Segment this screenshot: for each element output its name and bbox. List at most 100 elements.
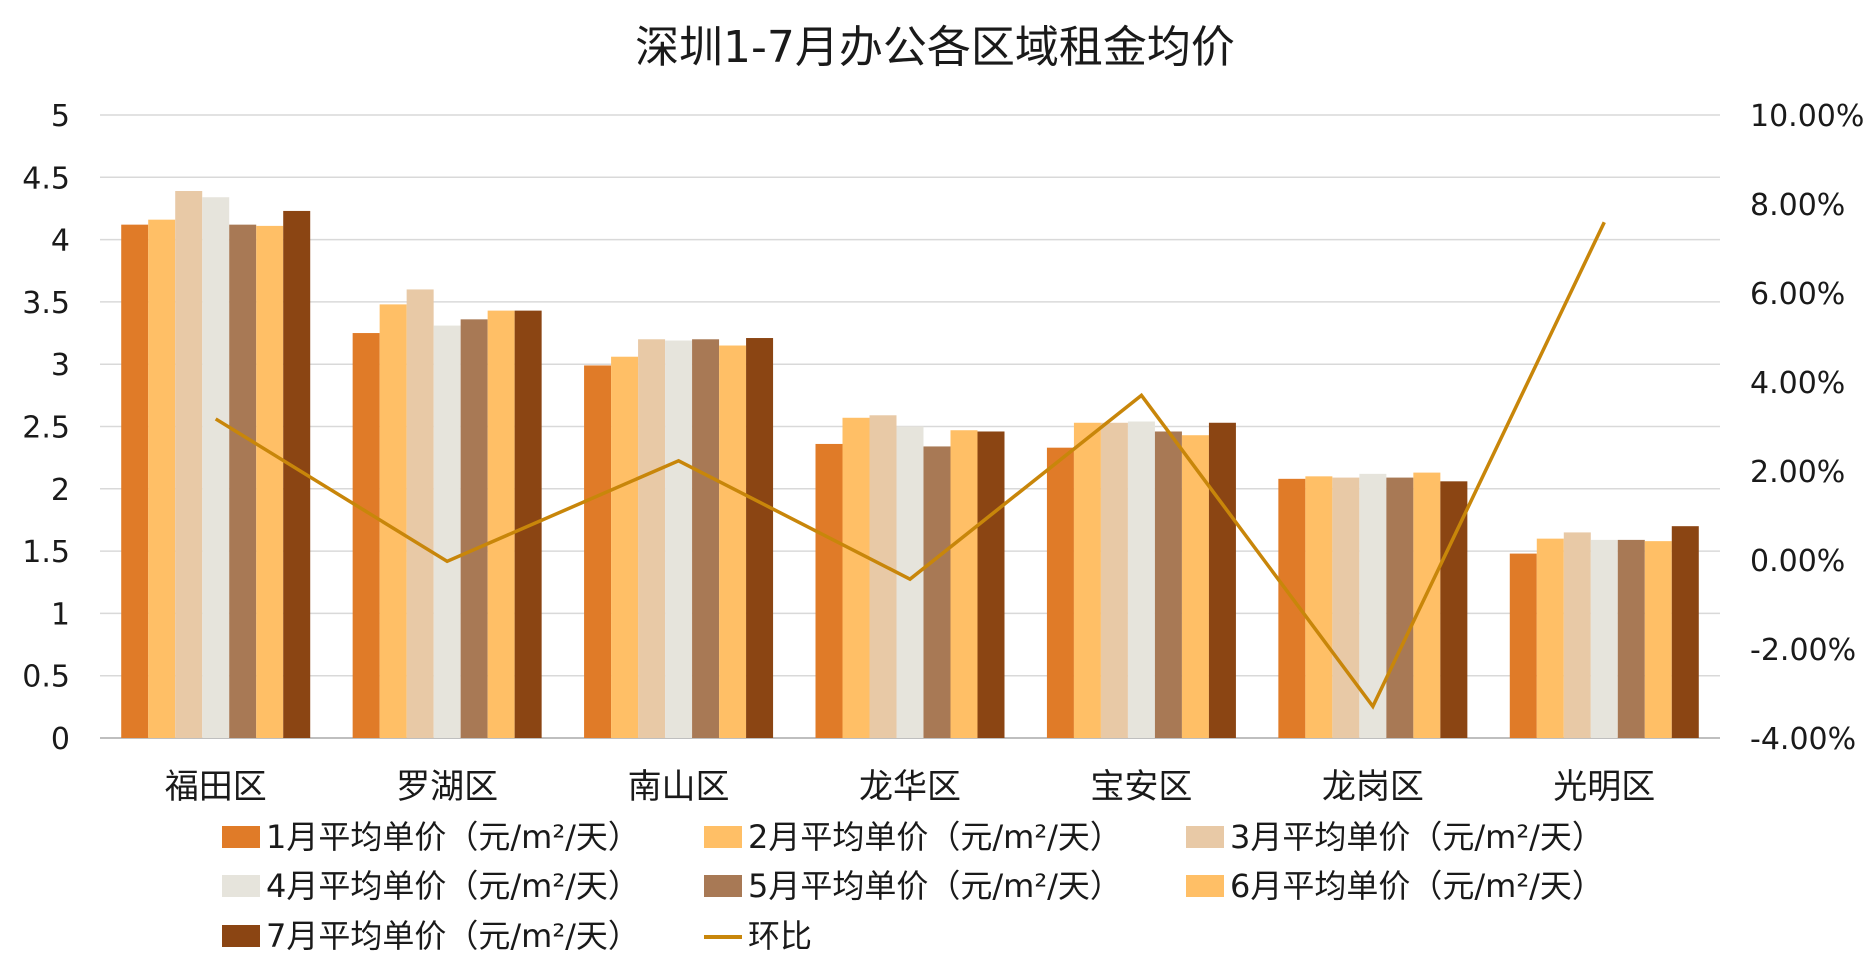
bar <box>611 356 639 738</box>
legend-label: 6月平均单价（元/m²/天） <box>1230 867 1604 905</box>
left-axis: 0 0.5 1 1.5 2 2.5 3 3.5 4 4.5 5 <box>22 99 70 757</box>
bar <box>460 319 488 738</box>
bar <box>977 431 1005 738</box>
bar <box>1305 476 1333 738</box>
legend-item: 环比 <box>704 917 812 955</box>
legend: 1月平均单价（元/m²/天） 2月平均单价（元/m²/天） 3月平均单价（元/m²/… <box>222 818 1604 955</box>
bar <box>1644 541 1672 738</box>
bar <box>1046 447 1074 738</box>
mom-line <box>214 221 1606 710</box>
left-tick-label: 5 <box>51 99 70 134</box>
legend-label: 5月平均单价（元/m²/天） <box>748 867 1122 905</box>
right-tick-label: -2.00% <box>1750 633 1856 668</box>
mom-line-path <box>214 221 1606 710</box>
left-tick-label: 0 <box>51 722 70 757</box>
bar <box>148 219 176 738</box>
left-tick-label: 1.5 <box>22 535 70 570</box>
legend-item: 5月平均单价（元/m²/天） <box>704 867 1122 905</box>
right-tick-label: 4.00% <box>1750 366 1845 401</box>
bar <box>1509 553 1537 738</box>
bar <box>896 426 924 738</box>
bar <box>815 443 843 738</box>
bar <box>1440 481 1468 738</box>
chart-title: 深圳1-7月办公各区域租金均价 <box>635 22 1235 73</box>
legend-label: 环比 <box>748 917 812 955</box>
bar <box>692 339 720 738</box>
legend-label: 7月平均单价（元/m²/天） <box>266 917 640 955</box>
bar <box>433 325 461 738</box>
left-tick-label: 2 <box>51 473 70 508</box>
bar <box>229 224 257 738</box>
legend-item: 2月平均单价（元/m²/天） <box>704 818 1122 856</box>
bar <box>923 446 951 738</box>
legend-item: 3月平均单价（元/m²/天） <box>1186 818 1604 856</box>
bar <box>406 289 434 738</box>
bar <box>665 340 693 738</box>
legend-swatch <box>704 875 742 897</box>
right-tick-label: 0.00% <box>1750 544 1845 579</box>
bar <box>1181 435 1209 738</box>
bar <box>1359 473 1387 738</box>
category-labels: 福田区 罗湖区 南山区 龙华区 宝安区 龙岗区 光明区 <box>165 767 1656 807</box>
legend-swatch <box>1186 875 1224 897</box>
bar <box>746 338 774 738</box>
left-tick-label: 2.5 <box>22 411 70 446</box>
bar <box>719 345 747 738</box>
left-tick-label: 0.5 <box>22 660 70 695</box>
category-label: 龙岗区 <box>1322 767 1424 807</box>
bar <box>1127 421 1155 738</box>
bar <box>1073 422 1101 738</box>
legend-swatch <box>704 826 742 848</box>
bars <box>121 191 1699 739</box>
legend-label: 4月平均单价（元/m²/天） <box>266 867 640 905</box>
bar <box>869 415 897 738</box>
category-label: 龙华区 <box>859 767 961 807</box>
category-label: 南山区 <box>628 767 730 807</box>
bar <box>842 417 870 738</box>
bar <box>1413 472 1441 738</box>
category-label: 罗湖区 <box>396 767 498 807</box>
legend-swatch <box>222 925 260 947</box>
legend-label: 1月平均单价（元/m²/天） <box>266 818 640 856</box>
left-tick-label: 1 <box>51 597 70 632</box>
bar <box>256 225 284 739</box>
bar <box>352 333 380 738</box>
right-tick-label: -4.00% <box>1750 722 1856 757</box>
bar <box>1332 477 1360 738</box>
bar <box>1671 526 1699 738</box>
bar <box>121 224 149 738</box>
bar <box>1563 532 1591 738</box>
right-tick-label: 8.00% <box>1750 188 1845 223</box>
bar <box>1154 431 1182 738</box>
right-tick-label: 6.00% <box>1750 277 1845 312</box>
legend-swatch <box>222 875 260 897</box>
right-tick-label: 2.00% <box>1750 455 1845 490</box>
legend-label: 3月平均单价（元/m²/天） <box>1230 818 1604 856</box>
category-label: 光明区 <box>1553 767 1655 807</box>
legend-item: 4月平均单价（元/m²/天） <box>222 867 640 905</box>
left-tick-label: 3.5 <box>22 286 70 321</box>
bar <box>1100 422 1128 738</box>
bar <box>1590 539 1618 738</box>
bar <box>1386 477 1414 738</box>
legend-item: 1月平均单价（元/m²/天） <box>222 818 640 856</box>
bar <box>584 365 612 738</box>
category-label: 福田区 <box>165 767 267 807</box>
right-axis: -4.00% -2.00% 0.00% 2.00% 4.00% 6.00% 8.00% 10.… <box>1750 99 1864 757</box>
left-tick-label: 4 <box>51 224 70 259</box>
legend-swatch <box>222 826 260 848</box>
left-tick-label: 4.5 <box>22 161 70 196</box>
bar <box>175 191 203 739</box>
bar <box>1536 538 1564 738</box>
bar <box>487 310 515 738</box>
bar <box>638 339 666 738</box>
bar <box>202 197 230 739</box>
category-label: 宝安区 <box>1090 767 1192 807</box>
legend-item: 7月平均单价（元/m²/天） <box>222 917 640 955</box>
bar <box>1617 539 1645 738</box>
bar <box>1208 422 1236 738</box>
legend-item: 6月平均单价（元/m²/天） <box>1186 867 1604 905</box>
legend-swatch <box>1186 826 1224 848</box>
right-tick-label: 10.00% <box>1750 99 1864 134</box>
